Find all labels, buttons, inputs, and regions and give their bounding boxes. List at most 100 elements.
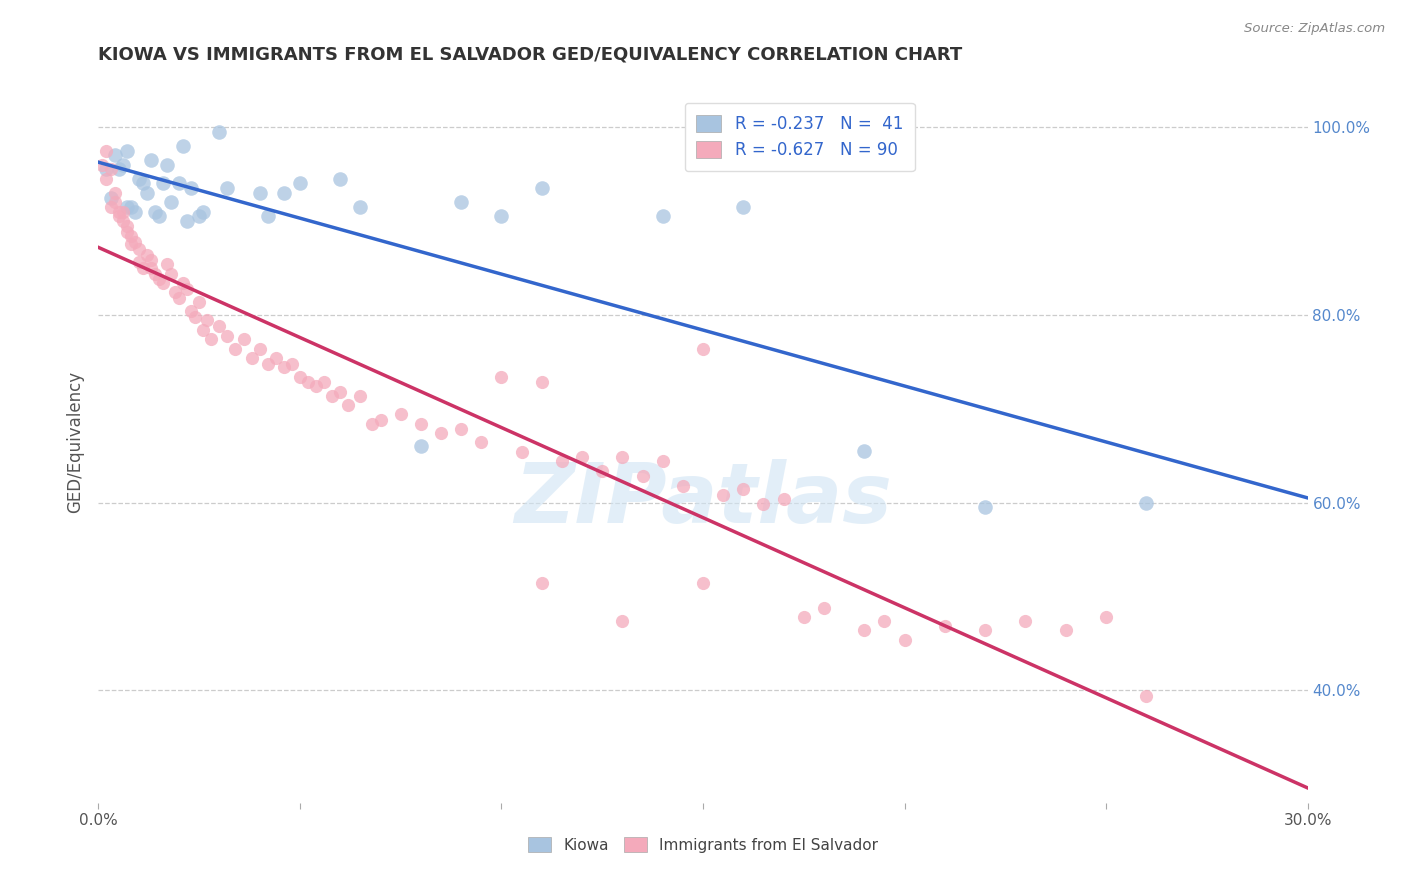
Point (152, 177, 174, 191)
Point (148, 210, 170, 224)
Point (249, 342, 271, 356)
Point (711, 488, 734, 502)
Point (128, 242, 150, 256)
Point (103, 148, 125, 162)
Point (491, 210, 513, 224)
Point (349, 200, 371, 214)
Point (184, 310, 207, 324)
Point (409, 439, 432, 453)
Point (329, 384, 352, 399)
Point (974, 500, 997, 515)
Text: KIOWA VS IMMIGRANTS FROM EL SALVADOR GED/EQUIVALENCY CORRELATION CHART: KIOWA VS IMMIGRANTS FROM EL SALVADOR GED… (98, 45, 963, 63)
Point (139, 260, 162, 275)
Point (1095, 610, 1118, 624)
Point (692, 342, 714, 356)
Point (111, 204, 134, 219)
Point (1014, 614, 1036, 628)
Point (288, 369, 311, 384)
Point (96, 144, 118, 158)
Point (1054, 623, 1077, 637)
Point (120, 237, 142, 252)
Point (349, 388, 371, 402)
Point (281, 357, 304, 371)
Point (273, 186, 295, 200)
Point (772, 491, 794, 506)
Point (692, 576, 714, 591)
Point (128, 255, 150, 269)
Point (143, 267, 166, 281)
Point (135, 186, 157, 200)
Point (111, 158, 134, 172)
Point (873, 614, 896, 628)
Point (100, 162, 122, 177)
Point (370, 413, 392, 427)
Point (530, 576, 553, 591)
Point (180, 181, 202, 195)
Point (96, 162, 118, 177)
Point (612, 450, 634, 465)
Point (651, 454, 673, 468)
Point (132, 177, 155, 191)
Point (107, 162, 129, 177)
Point (314, 376, 336, 390)
Point (256, 357, 278, 371)
Point (672, 478, 695, 492)
Point (571, 450, 593, 465)
Point (120, 200, 142, 214)
Point (167, 291, 190, 305)
Point (249, 186, 271, 200)
Legend: Kiowa, Immigrants from El Salvador: Kiowa, Immigrants from El Salvador (520, 829, 886, 860)
Point (224, 342, 246, 356)
Point (156, 158, 179, 172)
Point (591, 464, 613, 478)
Point (193, 323, 215, 337)
Point (107, 204, 129, 219)
Y-axis label: GED/Equivalency: GED/Equivalency (66, 370, 84, 513)
Point (120, 229, 142, 244)
Point (450, 195, 472, 210)
Point (96, 171, 118, 186)
Point (510, 445, 533, 459)
Point (188, 294, 211, 309)
Point (612, 614, 634, 628)
Point (107, 210, 129, 224)
Point (135, 248, 157, 262)
Point (124, 235, 146, 249)
Point (264, 351, 287, 365)
Point (752, 497, 775, 511)
Point (172, 276, 194, 290)
Point (163, 285, 186, 300)
Point (733, 483, 755, 497)
Point (813, 600, 835, 615)
Point (974, 623, 997, 637)
Point (111, 214, 134, 228)
Point (139, 153, 162, 167)
Point (193, 204, 215, 219)
Point (273, 360, 295, 375)
Point (893, 632, 915, 647)
Text: ZIPatlas: ZIPatlas (515, 458, 891, 540)
Point (470, 435, 492, 450)
Point (148, 272, 170, 286)
Point (288, 177, 311, 191)
Point (139, 253, 162, 268)
Point (297, 376, 319, 390)
Point (143, 204, 166, 219)
Point (200, 332, 222, 346)
Point (103, 186, 125, 200)
Point (793, 610, 815, 624)
Point (176, 214, 198, 228)
Point (176, 282, 198, 296)
Point (208, 125, 231, 139)
Point (361, 417, 384, 431)
Point (1135, 495, 1157, 509)
Point (172, 139, 194, 153)
Point (232, 332, 254, 346)
Point (156, 257, 179, 271)
Point (188, 210, 211, 224)
Point (430, 426, 453, 441)
Point (115, 219, 138, 233)
Point (337, 398, 360, 412)
Point (305, 379, 328, 393)
Point (195, 313, 218, 327)
